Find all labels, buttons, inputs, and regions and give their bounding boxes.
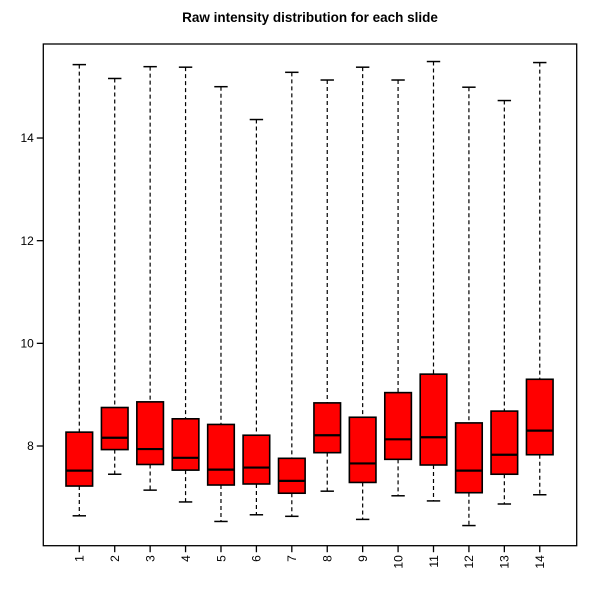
boxplot-box-group	[171, 66, 200, 503]
x-tick-label: 8	[321, 555, 335, 562]
iqr-box	[454, 422, 484, 494]
boxplot-box-group	[383, 79, 413, 497]
iqr-box	[206, 423, 236, 486]
y-axis: 8 10 12 14	[20, 131, 44, 453]
boxplot-box-group	[65, 63, 94, 517]
x-tick-label: 12	[462, 555, 476, 569]
plot-area-border	[42, 43, 578, 547]
x-tick-label: 10	[391, 555, 405, 569]
iqr-box	[490, 410, 519, 476]
x-tick-label: 9	[356, 555, 370, 562]
iqr-box	[65, 431, 94, 487]
boxplot-box-group	[136, 65, 165, 491]
boxplot-box-group	[242, 118, 271, 516]
boxplot-box-group	[348, 66, 377, 521]
y-tick-label: 14	[20, 131, 34, 145]
x-tick-label: 1	[73, 555, 87, 562]
y-tick-label: 12	[20, 234, 34, 248]
iqr-box	[419, 373, 448, 466]
iqr-box	[171, 417, 200, 471]
y-tick-label: 8	[27, 439, 34, 453]
x-tick-label: 14	[533, 555, 547, 569]
iqr-box	[525, 378, 554, 456]
x-tick-label: 6	[250, 555, 264, 562]
iqr-box	[242, 434, 271, 485]
x-tick-label: 4	[179, 555, 193, 562]
iqr-box	[100, 406, 129, 451]
y-tick-label: 10	[20, 337, 34, 351]
iqr-box	[383, 391, 413, 461]
boxplot-box-group	[313, 79, 342, 492]
x-tick-label: 13	[498, 555, 512, 569]
boxplot-box-group	[490, 99, 519, 505]
chart-title: Raw intensity distribution for each slid…	[182, 10, 438, 25]
iqr-box	[313, 402, 342, 454]
boxplot-box-group	[277, 71, 306, 518]
boxplot-box-group	[206, 85, 236, 523]
boxplot-box-group	[419, 60, 448, 502]
x-axis: 1 2 3 4 5 6 7 8 9 10 11 12 13 14	[73, 545, 547, 569]
iqr-box	[348, 416, 377, 484]
x-tick-label: 2	[108, 555, 122, 562]
boxplot-box-group	[525, 61, 554, 496]
iqr-box	[277, 457, 306, 495]
boxplot-series	[65, 60, 554, 527]
boxplot-box-group	[454, 86, 484, 527]
x-tick-label: 5	[214, 555, 228, 562]
boxplot-box-group	[100, 77, 129, 475]
x-tick-label: 11	[427, 555, 441, 568]
x-tick-label: 3	[143, 555, 157, 562]
x-tick-label: 7	[285, 555, 299, 562]
iqr-box	[136, 401, 165, 466]
